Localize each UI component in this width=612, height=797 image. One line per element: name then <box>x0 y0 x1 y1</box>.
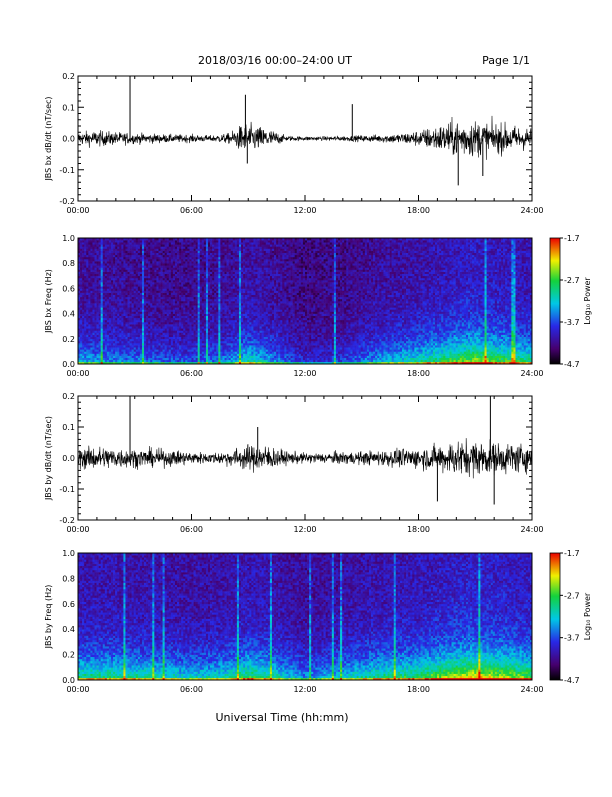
x-tick-label: 06:00 <box>180 685 203 694</box>
x-tick-label: 24:00 <box>520 369 543 378</box>
x-tick-label: 06:00 <box>180 206 203 215</box>
x-tick-label: 18:00 <box>407 369 430 378</box>
colorbar-tick-label: -2.7 <box>564 276 580 285</box>
bx-spectrogram-panel: 00:00 06:00 12:00 18:00 24:00 0.0 0.2 0.4 0.6 0.8… <box>44 234 592 378</box>
bx-waveform-panel: 00:00 06:00 12:00 18:00 24:00 -0.2 -0.1 0.0 0.1 0… <box>44 72 544 215</box>
colorbar-tick-label: -3.7 <box>564 634 580 643</box>
y-tick-label: 0.6 <box>62 600 75 609</box>
x-tick-label: 06:00 <box>180 369 203 378</box>
y-tick-label: -0.2 <box>59 516 75 525</box>
spectrogram-cells <box>78 238 532 364</box>
colorbar-tick-label: -2.7 <box>564 591 580 600</box>
y-tick-label: 0.2 <box>62 72 75 81</box>
x-tick-label: 06:00 <box>180 525 203 534</box>
y-tick-label: 0.2 <box>62 335 75 344</box>
colorbar-tick-label: -4.7 <box>564 360 580 369</box>
y-tick-label: 0.0 <box>62 135 75 144</box>
x-tick-label: 12:00 <box>293 369 316 378</box>
y-axis-label: JBS bx dB/dt (nT/sec) <box>44 96 53 181</box>
by-spectrogram-panel: 00:00 06:00 12:00 18:00 24:00 0.0 0.2 0.4 0.6 0.8… <box>44 549 592 694</box>
y-tick-label: 0.0 <box>62 676 75 685</box>
y-tick-label: 0.4 <box>62 625 75 634</box>
y-axis-label: JBS bx Freq (Hz) <box>44 269 53 334</box>
y-tick-label: 0.8 <box>62 259 75 268</box>
y-tick-label: 0.1 <box>62 103 75 112</box>
y-axis-label: JBS by Freq (Hz) <box>44 585 53 650</box>
y-tick-label: 0.8 <box>62 574 75 583</box>
y-tick-label: 0.0 <box>62 360 75 369</box>
x-axis-title: Universal Time (hh:mm) <box>216 711 349 724</box>
plot-title: 2018/03/16 00:00–24:00 UT <box>198 54 352 67</box>
panels: 00:00 06:00 12:00 18:00 24:00 -0.2 -0.1 0.0 0.1 0… <box>44 72 592 694</box>
x-tick-label: 24:00 <box>520 525 543 534</box>
colorbar-tick-label: -3.7 <box>564 318 580 327</box>
y-tick-label: 0.2 <box>62 392 75 401</box>
x-tick-label: 00:00 <box>66 525 89 534</box>
x-tick-label: 18:00 <box>407 685 430 694</box>
x-tick-label: 00:00 <box>66 685 89 694</box>
y-tick-label: 0.6 <box>62 284 75 293</box>
x-tick-label: 24:00 <box>520 206 543 215</box>
y-tick-label: 0.1 <box>62 423 75 432</box>
waveform-trace <box>78 438 532 478</box>
y-axis-label: JBS by dB/dt (nT/sec) <box>44 416 53 501</box>
colorbar <box>550 553 560 680</box>
colorbar-tick-label: -1.7 <box>564 549 580 558</box>
colorbar-label: Log₁₀ Power <box>583 592 592 640</box>
colorbar-tick-label: -4.7 <box>564 676 580 685</box>
y-tick-label: 1.0 <box>62 549 75 558</box>
x-tick-label: 12:00 <box>293 206 316 215</box>
y-tick-label: -0.1 <box>59 166 75 175</box>
y-tick-label: -0.1 <box>59 485 75 494</box>
x-tick-label: 24:00 <box>520 685 543 694</box>
colorbar <box>550 238 560 364</box>
by-waveform-panel: 00:00 06:00 12:00 18:00 24:00 -0.2 -0.1 0.0 0.1 0… <box>44 392 544 534</box>
y-tick-label: -0.2 <box>59 197 75 206</box>
x-tick-label: 12:00 <box>293 525 316 534</box>
page-indicator: Page 1/1 <box>482 54 530 67</box>
x-tick-label: 12:00 <box>293 685 316 694</box>
x-tick-label: 18:00 <box>407 525 430 534</box>
y-tick-label: 0.0 <box>62 454 75 463</box>
y-tick-label: 1.0 <box>62 234 75 243</box>
waveform-trace <box>78 116 532 160</box>
colorbar-tick-label: -1.7 <box>564 234 580 243</box>
x-tick-label: 00:00 <box>66 206 89 215</box>
x-tick-label: 18:00 <box>407 206 430 215</box>
spectrogram-cells <box>78 553 532 680</box>
y-tick-label: 0.2 <box>62 651 75 660</box>
colorbar-label: Log₁₀ Power <box>583 277 592 325</box>
y-tick-label: 0.4 <box>62 310 75 319</box>
x-tick-label: 00:00 <box>66 369 89 378</box>
